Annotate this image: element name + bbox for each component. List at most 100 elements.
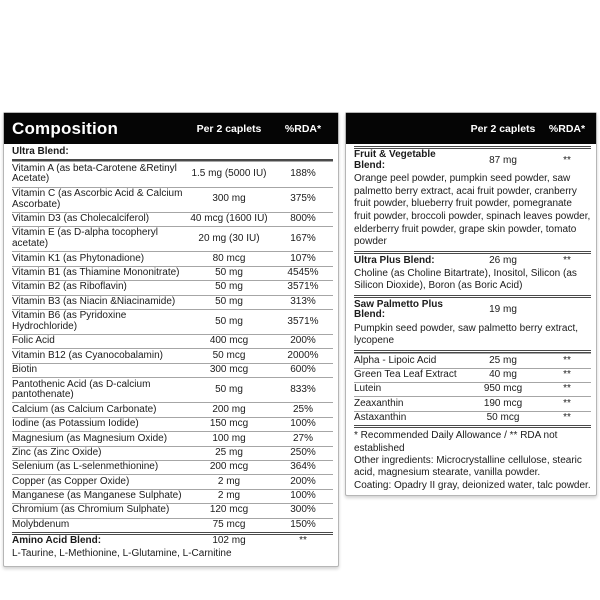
nutrient-rda: 188% <box>290 168 316 180</box>
composition-header-bar: Composition Per 2 caplets %RDA* <box>4 113 338 144</box>
blend-blocks: Fruit & Vegetable Blend: 87 mg ** Orange… <box>354 146 591 350</box>
column-header-per-2-caplets: Per 2 caplets <box>196 122 262 135</box>
table-row: Vitamin B2 (as Riboflavin) 50 mg 3571% <box>12 280 333 294</box>
nutrient-name: Vitamin C (as Ascorbic Acid & Calcium As… <box>12 187 183 210</box>
composition-table: Ultra Blend: Vitamin A (as beta-Carotene… <box>4 144 338 566</box>
nutrient-rda: 2000% <box>287 349 319 361</box>
blends-panel: Per 2 caplets %RDA* Fruit & Vegetable Bl… <box>345 112 597 497</box>
table-row: Iodine (as Potassium Iodide) 150 mcg 100… <box>12 416 333 431</box>
nutrient-rda: ** <box>563 368 571 380</box>
nutrient-amount: 50 mcg <box>486 412 520 424</box>
other-ingredients-note: Other ingredients: Microcrystalline cell… <box>354 454 582 479</box>
nutrient-amount: 100 mg <box>212 432 246 444</box>
footnotes: * Recommended Daily Allowance / ** RDA n… <box>354 425 591 492</box>
table-row: Zinc (as Zinc Oxide) 25 mg 250% <box>12 445 333 460</box>
nutrient-rda: 200% <box>290 475 316 487</box>
nutrient-name: Zinc (as Zinc Oxide) <box>12 446 102 458</box>
table-row: Magnesium (as Magnesium Oxide) 100 mg 27… <box>12 431 333 445</box>
table-row: Pantothenic Acid (as D-calcium pantothen… <box>12 377 333 402</box>
blend-ingredients: Choline (as Choline Bitartrate), Inosito… <box>354 267 577 292</box>
blend-block: Ultra Plus Blend: 26 mg ** Choline (as C… <box>354 251 591 295</box>
nutrient-amount: 50 mg <box>215 267 243 279</box>
blend-block: Fruit & Vegetable Blend: 87 mg ** Orange… <box>354 146 591 251</box>
blends-header-bar: Per 2 caplets %RDA* <box>346 113 596 144</box>
nutrient-rda: 600% <box>290 364 316 376</box>
column-header-rda: %RDA* <box>284 122 322 135</box>
blend-amount: 87 mg <box>489 154 517 166</box>
nutrient-amount: 40 mg <box>489 368 517 380</box>
column-header-per-2-caplets: Per 2 caplets <box>470 122 536 135</box>
nutrient-amount: 75 mcg <box>212 518 246 530</box>
nutrient-rda: 25% <box>292 403 313 415</box>
blend-name: Amino Acid Blend: <box>12 535 102 547</box>
coating-note: Coating: Opadry II gray, deionized water… <box>354 479 591 491</box>
nutrient-name: Folic Acid <box>12 335 55 347</box>
nutrient-name: Vitamin B6 (as Pyridoxine Hydrochloride) <box>12 310 127 332</box>
nutrient-amount: 400 mcg <box>209 335 249 347</box>
table-row: Green Tea Leaf Extract 40 mg ** <box>354 367 591 382</box>
table-row: Vitamin B3 (as Niacin &Niacinamide) 50 m… <box>12 294 333 309</box>
nutrient-amount: 80 mcg <box>212 252 246 264</box>
blend-block: Saw Palmetto Plus Blend: 19 mg Pumpkin s… <box>354 295 591 350</box>
nutrient-rda: 300% <box>290 504 316 516</box>
nutrient-rda: 375% <box>290 193 316 205</box>
table-row: Molybdenum 75 mcg 150% <box>12 517 333 532</box>
nutrient-rda: ** <box>563 412 571 424</box>
nutrient-amount: 40 mcg (1600 IU) <box>190 213 268 225</box>
nutrient-amount: 120 mcg <box>209 504 249 516</box>
table-row: Vitamin B12 (as Cyanocobalamin) 50 mcg 2… <box>12 348 333 362</box>
nutrient-amount: 950 mcg <box>483 383 523 395</box>
nutrient-rda: ** <box>563 397 571 409</box>
blends-table: Fruit & Vegetable Blend: 87 mg ** Orange… <box>346 144 596 495</box>
nutrient-name: Manganese (as Manganese Sulphate) <box>12 490 182 502</box>
nutrient-rda: 27% <box>292 432 313 444</box>
nutrient-name: Iodine (as Potassium Iodide) <box>12 418 139 430</box>
nutrient-rda: 800% <box>290 213 316 225</box>
blend-header-row: Ultra Plus Blend: 26 mg ** <box>354 254 591 267</box>
table-row: Vitamin C (as Ascorbic Acid & Calcium As… <box>12 186 333 212</box>
nutrient-name: Vitamin A (as beta-Carotene &Retinyl Ace… <box>12 162 177 185</box>
table-row: Vitamin A (as beta-Carotene &Retinyl Ace… <box>12 161 333 186</box>
nutrient-name: Green Tea Leaf Extract <box>354 368 457 380</box>
nutrient-amount: 2 mg <box>217 475 241 487</box>
table-row: Vitamin D3 (as Cholecalciferol) 40 mcg (… <box>12 211 333 226</box>
table-row: Vitamin E (as D-alpha tocopheryl acetate… <box>12 226 333 251</box>
nutrient-name: Vitamin B12 (as Cyanocobalamin) <box>12 349 164 361</box>
blend-header-row: Saw Palmetto Plus Blend: 19 mg <box>354 298 591 322</box>
table-row: Folic Acid 400 mcg 200% <box>12 334 333 348</box>
nutrient-name: Vitamin D3 (as Cholecalciferol) <box>12 213 150 225</box>
blend-amount: 19 mg <box>489 304 517 316</box>
nutrient-amount: 2 mg <box>217 490 241 502</box>
table-row: Manganese (as Manganese Sulphate) 2 mg 1… <box>12 488 333 503</box>
table-row: Alpha - Lipoic Acid 25 mg ** <box>354 353 591 367</box>
table-row: Vitamin B6 (as Pyridoxine Hydrochloride)… <box>12 308 333 334</box>
table-row: Zeaxanthin 190 mcg ** <box>354 396 591 410</box>
nutrient-amount: 300 mcg <box>209 364 249 376</box>
nutrient-amount: 50 mg <box>215 295 243 307</box>
nutrient-name: Chromium (as Chromium Sulphate) <box>12 504 170 516</box>
nutrient-rda: 200% <box>290 335 316 347</box>
nutrient-amount: 25 mg <box>489 354 517 366</box>
nutrient-name: Zeaxanthin <box>354 397 404 409</box>
nutrient-rda: 167% <box>290 232 316 244</box>
nutrient-amount: 1.5 mg (5000 IU) <box>191 168 267 180</box>
page-title: Composition <box>12 118 119 138</box>
nutrient-name: Vitamin B2 (as Riboflavin) <box>12 281 127 293</box>
nutrient-name: Molybdenum <box>12 518 70 530</box>
nutrient-name: Pantothenic Acid (as D-calcium pantothen… <box>12 378 151 401</box>
blend-name: Ultra Plus Blend: <box>354 254 435 266</box>
table-row: Copper (as Copper Oxide) 2 mg 200% <box>12 474 333 488</box>
nutrient-rda: 107% <box>290 252 316 264</box>
blend-rda: ** <box>299 535 307 547</box>
nutrient-amount: 200 mg <box>212 403 246 415</box>
nutrient-name: Selenium (as L-selenmethionine) <box>12 461 159 473</box>
nutrient-amount: 20 mg (30 IU) <box>198 232 260 244</box>
section-title: Ultra Blend: <box>12 146 69 158</box>
nutrient-name: Copper (as Copper Oxide) <box>12 475 130 487</box>
table-row: Biotin 300 mcg 600% <box>12 362 333 377</box>
nutrient-rda: 150% <box>290 518 316 530</box>
table-row: Astaxanthin 50 mcg ** <box>354 410 591 425</box>
nutrient-name: Magnesium (as Magnesium Oxide) <box>12 432 168 444</box>
nutrient-name: Vitamin K1 (as Phytonadione) <box>12 252 145 264</box>
nutrient-name: Alpha - Lipoic Acid <box>354 354 437 366</box>
